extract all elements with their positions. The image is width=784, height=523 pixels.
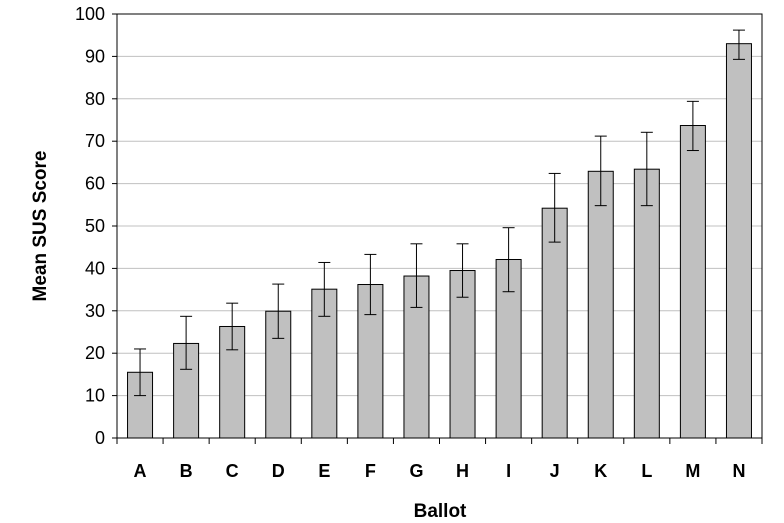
y-tick-label: 30: [85, 301, 105, 321]
bars: [127, 43, 752, 439]
y-tick-label: 40: [85, 258, 105, 278]
error-bar-J: [548, 172, 561, 243]
bar-J: [541, 207, 568, 439]
error-bar-M: [686, 100, 699, 152]
axes: [112, 13, 763, 444]
x-tick-label-I: I: [506, 461, 511, 481]
error-bar-C: [226, 302, 239, 351]
x-tick-label-E: E: [318, 461, 330, 481]
error-bar-N: [732, 29, 745, 60]
bar-L: [633, 168, 660, 439]
x-tick-label-G: G: [409, 461, 423, 481]
y-tick-label: 60: [85, 174, 105, 194]
bar-N: [725, 43, 752, 439]
x-tick-label-B: B: [180, 461, 193, 481]
x-tick-label-H: H: [456, 461, 469, 481]
y-tick-label: 80: [85, 89, 105, 109]
y-tick-label: 50: [85, 216, 105, 236]
error-bar-I: [502, 227, 515, 293]
y-axis-title: Mean SUS Score: [30, 151, 51, 302]
x-tick-labels: A B C D E F G H I J K L M N: [134, 461, 746, 481]
y-tick-label: 20: [85, 343, 105, 363]
error-bar-F: [364, 253, 377, 316]
error-bars: [134, 29, 745, 397]
gridlines: [117, 13, 762, 397]
x-tick-label-J: J: [550, 461, 560, 481]
x-axis-title: Ballot: [414, 501, 467, 522]
error-bar-K: [594, 135, 607, 207]
x-tick-label-L: L: [641, 461, 652, 481]
y-tick-label: 10: [85, 386, 105, 406]
error-bar-E: [318, 261, 331, 317]
error-bar-G: [410, 243, 423, 308]
error-bar-A: [134, 348, 147, 397]
x-tick-label-K: K: [594, 461, 607, 481]
y-tick-label: 70: [85, 131, 105, 151]
error-bar-D: [272, 283, 285, 339]
y-tick-label: 0: [95, 428, 105, 448]
bar-K: [587, 170, 614, 439]
x-tick-label-M: M: [685, 461, 700, 481]
y-tick-labels: 0 10 20 30 40 50 60 70 80 90 100: [75, 4, 105, 448]
x-tick-label-N: N: [732, 461, 745, 481]
y-tick-label: 90: [85, 46, 105, 66]
error-bar-H: [456, 243, 469, 298]
bar-M: [679, 125, 706, 439]
x-tick-label-C: C: [226, 461, 239, 481]
error-bar-L: [640, 131, 653, 207]
y-tick-label: 100: [75, 4, 105, 24]
error-bar-B: [180, 315, 193, 370]
x-tick-label-D: D: [272, 461, 285, 481]
x-tick-label-A: A: [134, 461, 147, 481]
x-tick-label-F: F: [365, 461, 376, 481]
